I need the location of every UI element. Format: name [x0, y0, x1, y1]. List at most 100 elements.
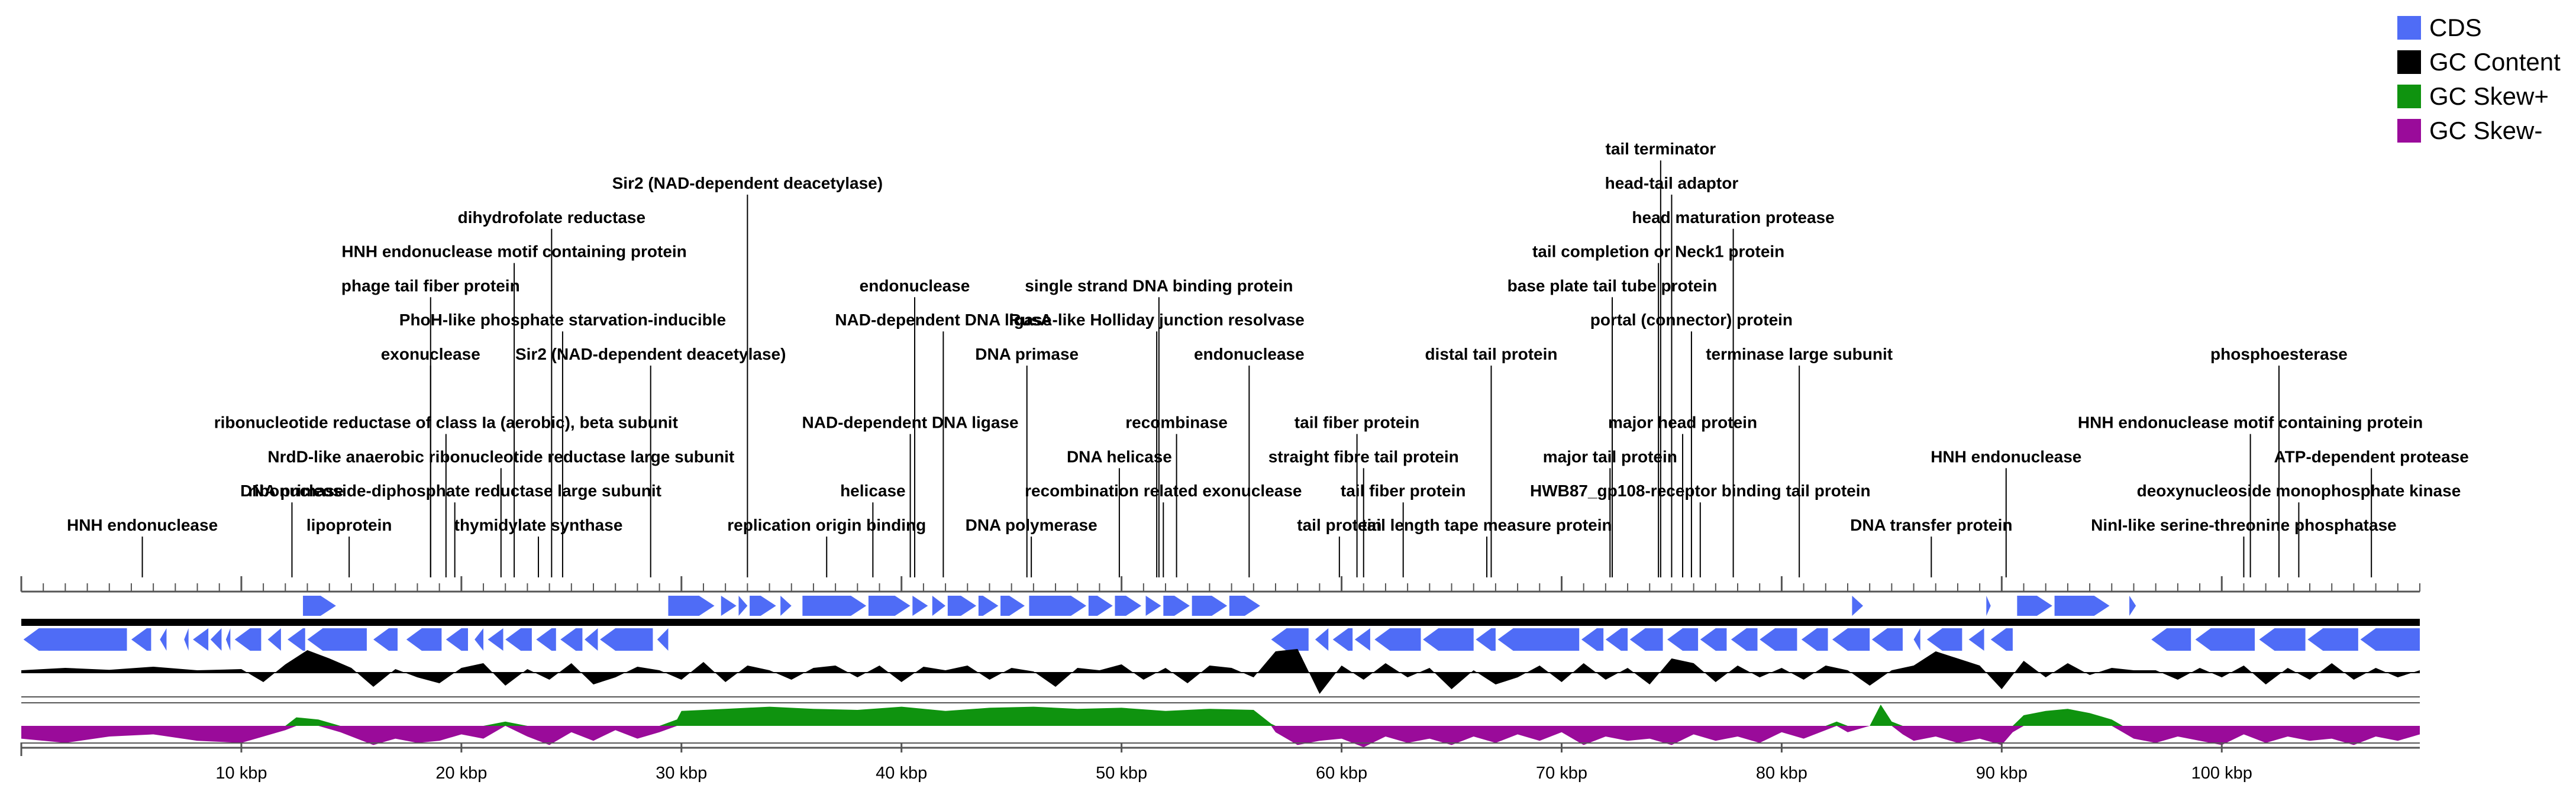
annotation-label: NrdD-like anaerobic ribonucleotide reduc… — [267, 447, 734, 466]
annotation-label: tail completion or Neck1 protein — [1532, 243, 1784, 261]
cds-reverse-feature — [2151, 628, 2191, 651]
annotation-label: thymidylate synthase — [454, 516, 623, 534]
annotation-label: phosphoesterase — [2210, 345, 2348, 363]
cds-reverse-feature — [1700, 628, 1727, 651]
annotation-label: HNH endonuclease — [1931, 447, 2081, 466]
gc-skew-positive-area — [21, 705, 2420, 726]
cds-reverse-feature — [1423, 628, 1474, 651]
annotation-label: HNH endonuclease motif containing protei… — [341, 243, 686, 261]
cds-reverse-feature — [585, 628, 598, 651]
cds-reverse-feature — [1581, 628, 1604, 651]
cds-reverse-feature — [1497, 628, 1580, 651]
annotation-label: terminase large subunit — [1706, 345, 1893, 363]
cds-forward-feature — [868, 596, 911, 616]
cds-forward-feature — [1192, 596, 1228, 616]
cds-forward-feature — [932, 596, 946, 616]
annotation-label: major head protein — [1608, 414, 1757, 432]
cds-forward-feature — [2129, 596, 2136, 616]
annotation-label: DNA transfer protein — [1850, 516, 2012, 534]
cds-reverse-track — [23, 628, 2420, 651]
annotation-label: deoxynucleoside monophosphate kinase — [2137, 482, 2461, 500]
annotation-label: endonuclease — [860, 276, 970, 295]
legend-item-gc-content: GC Content — [2397, 45, 2561, 79]
annotation-label: phage tail fiber protein — [341, 276, 520, 295]
annotation-label: NinI-like serine-threonine phosphatase — [2091, 516, 2397, 534]
cds-reverse-feature — [225, 628, 231, 651]
annotation-label: HNH endonuclease — [67, 516, 218, 534]
cds-forward-feature — [780, 596, 792, 616]
legend-label: GC Skew+ — [2429, 82, 2549, 110]
annotation-label: Sir2 (NAD-dependent deacetylase) — [612, 174, 883, 192]
annotation-label: DNA primase — [240, 482, 344, 500]
cds-reverse-feature — [1605, 628, 1628, 651]
gc-skew-track — [21, 702, 2420, 747]
cds-reverse-feature — [193, 628, 209, 651]
annotation-label: HNH endonuclease motif containing protei… — [2078, 414, 2423, 432]
legend-label: GC Content — [2429, 48, 2561, 76]
cds-reverse-feature — [373, 628, 398, 651]
annotation-label: helicase — [840, 482, 906, 500]
cds-reverse-feature — [560, 628, 583, 651]
cds-reverse-feature — [1271, 628, 1309, 651]
cds-reverse-feature — [288, 628, 305, 651]
cds-reverse-feature — [307, 628, 367, 651]
legend-item-gc-skew-neg: GC Skew- — [2397, 114, 2561, 148]
cds-forward-feature — [721, 596, 737, 616]
cds-forward-feature — [1986, 596, 1991, 616]
cds-reverse-feature — [406, 628, 442, 651]
annotation-label: Sir2 (NAD-dependent deacetylase) — [515, 345, 786, 363]
cds-reverse-feature — [1926, 628, 1962, 651]
cds-reverse-feature — [1913, 628, 1920, 651]
legend-swatch-gc-skew-pos — [2397, 85, 2421, 108]
annotation-label: NAD-dependent DNA ligase — [802, 414, 1019, 432]
bottom-axis-tick-label: 70 kbp — [1536, 764, 1587, 783]
cds-forward-feature — [668, 596, 715, 616]
annotation-label: base plate tail tube protein — [1507, 276, 1718, 295]
annotation-label: distal tail protein — [1425, 345, 1557, 363]
cds-reverse-feature — [1760, 628, 1797, 651]
cds-reverse-feature — [536, 628, 556, 651]
cds-reverse-feature — [1332, 628, 1353, 651]
cds-reverse-feature — [1476, 628, 1496, 651]
annotation-label: lipoprotein — [306, 516, 392, 534]
annotation-label: ATP-dependent protease — [2274, 447, 2469, 466]
legend-item-gc-skew-pos: GC Skew+ — [2397, 79, 2561, 114]
gc-skew-negative-area — [21, 726, 2420, 747]
bottom-axis-tick-label: 10 kbp — [215, 764, 267, 783]
cds-forward-feature — [1088, 596, 1113, 616]
cds-forward-feature — [978, 596, 999, 616]
cds-reverse-feature — [488, 628, 503, 651]
annotation-label: NAD-dependent DNA ligase — [835, 311, 1051, 329]
cds-forward-feature — [912, 596, 928, 616]
annotation-label: tail fiber protein — [1295, 414, 1420, 432]
bottom-axis-tick-label: 60 kbp — [1316, 764, 1367, 783]
gc-content-area — [21, 649, 2420, 694]
cds-reverse-feature — [600, 628, 653, 651]
annotation-label: recombinase — [1125, 414, 1228, 432]
cds-reverse-feature — [474, 628, 484, 651]
bottom-axis-tick-label: 100 kbp — [2191, 764, 2252, 783]
annotation-label: tail length tape measure protein — [1361, 516, 1612, 534]
cds-reverse-feature — [1374, 628, 1421, 651]
cds-reverse-feature — [2195, 628, 2255, 651]
annotation-label: straight fibre tail protein — [1268, 447, 1459, 466]
legend: CDS GC Content GC Skew+ GC Skew- — [2397, 11, 2561, 148]
annotation-label: replication origin binding — [727, 516, 926, 534]
legend-label: CDS — [2429, 14, 2482, 41]
legend-label: GC Skew- — [2429, 117, 2543, 144]
cds-reverse-feature — [131, 628, 151, 651]
bottom-axis-tick-label: 80 kbp — [1756, 764, 1807, 783]
cds-forward-track — [303, 596, 2136, 616]
bottom-axis-tick-label: 40 kbp — [876, 764, 927, 783]
cds-forward-feature — [1000, 596, 1025, 616]
cds-forward-feature — [2054, 596, 2110, 616]
cds-reverse-feature — [210, 628, 222, 651]
cds-forward-feature — [947, 596, 977, 616]
cds-reverse-feature — [657, 628, 669, 651]
cds-reverse-feature — [505, 628, 532, 651]
bottom-axis-tick-label: 20 kbp — [435, 764, 487, 783]
annotation-label: portal (connector) protein — [1590, 311, 1793, 329]
annotation-label: single strand DNA binding protein — [1025, 276, 1293, 295]
legend-swatch-gc-content — [2397, 50, 2421, 74]
